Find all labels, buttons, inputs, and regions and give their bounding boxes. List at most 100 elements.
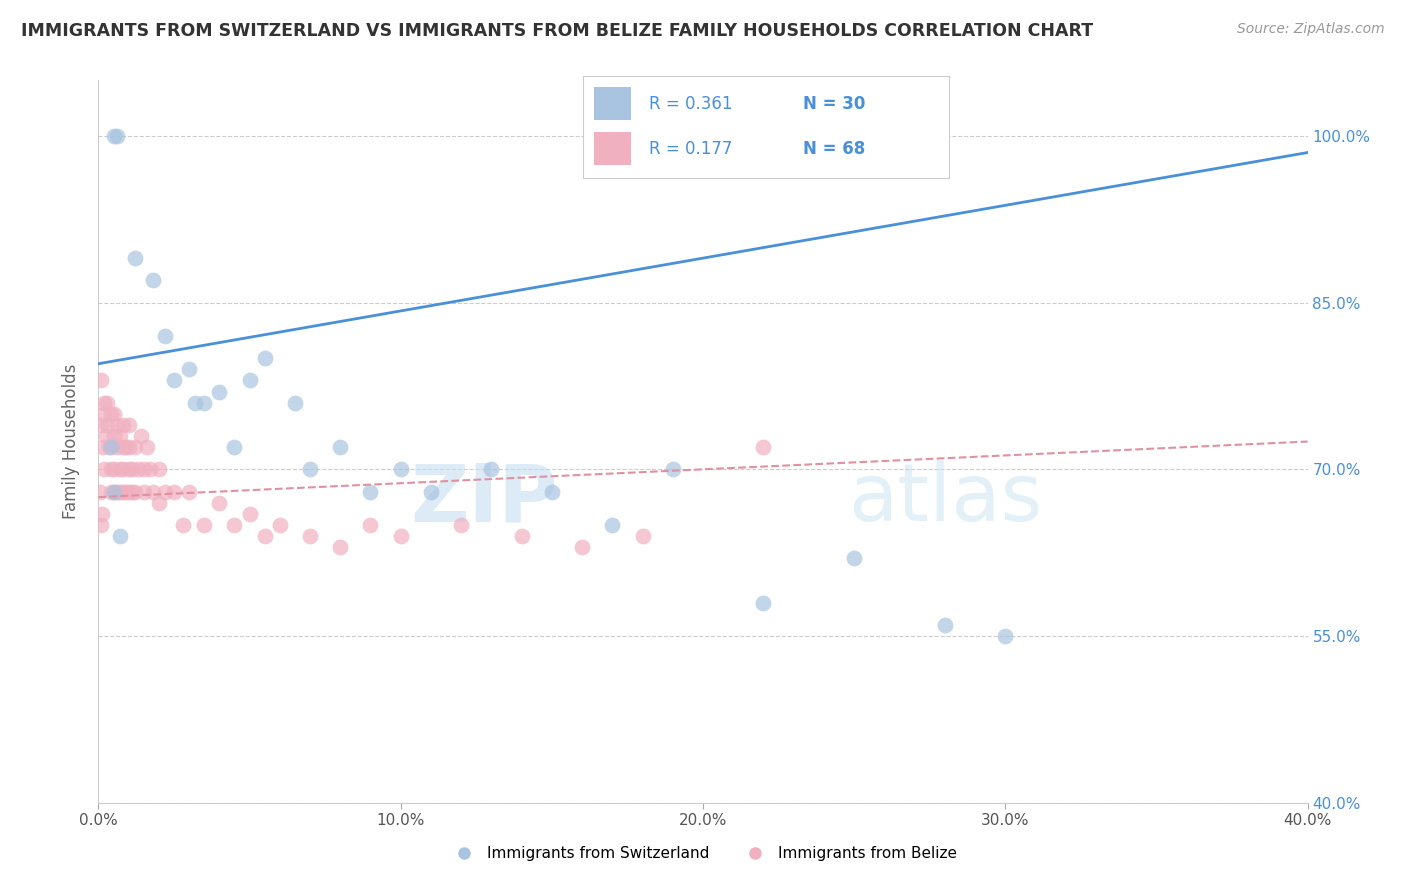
- Point: [103, 484, 125, 499]
- Point: [118, 417, 141, 432]
- Point: [100, 484, 122, 499]
- Point: [481, 462, 503, 476]
- Text: N = 68: N = 68: [803, 140, 865, 158]
- Point: [108, 484, 131, 499]
- Point: [100, 462, 122, 476]
- Point: [90, 517, 112, 532]
- Point: [105, 417, 128, 432]
- Point: [91, 440, 114, 454]
- Point: [132, 462, 155, 476]
- Point: [111, 462, 134, 476]
- Point: [91, 507, 114, 521]
- Point: [142, 484, 165, 499]
- Point: [103, 407, 125, 421]
- Point: [148, 462, 170, 476]
- Point: [108, 462, 131, 476]
- Point: [108, 429, 131, 443]
- Point: [184, 395, 207, 409]
- Point: [108, 529, 131, 543]
- Point: [114, 440, 136, 454]
- Point: [752, 596, 775, 610]
- Point: [540, 484, 562, 499]
- Point: [118, 462, 141, 476]
- Y-axis label: Family Households: Family Households: [62, 364, 80, 519]
- Point: [239, 507, 262, 521]
- Point: [114, 484, 136, 499]
- Point: [111, 440, 134, 454]
- Point: [90, 373, 112, 387]
- Point: [139, 462, 162, 476]
- Point: [163, 484, 186, 499]
- Point: [105, 484, 128, 499]
- Point: [179, 362, 201, 376]
- Point: [389, 462, 412, 476]
- Text: IMMIGRANTS FROM SWITZERLAND VS IMMIGRANTS FROM BELIZE FAMILY HOUSEHOLDS CORRELAT: IMMIGRANTS FROM SWITZERLAND VS IMMIGRANT…: [21, 22, 1094, 40]
- Point: [142, 273, 165, 287]
- Point: [253, 351, 276, 366]
- Point: [103, 484, 125, 499]
- Point: [89, 484, 111, 499]
- Point: [100, 407, 122, 421]
- Point: [124, 440, 146, 454]
- Point: [124, 251, 146, 265]
- Point: [329, 540, 352, 554]
- Point: [179, 484, 201, 499]
- Point: [121, 462, 143, 476]
- Point: [224, 440, 246, 454]
- Point: [239, 373, 262, 387]
- Point: [103, 128, 125, 143]
- Point: [129, 429, 152, 443]
- Point: [450, 517, 472, 532]
- Point: [103, 462, 125, 476]
- Point: [224, 517, 246, 532]
- Point: [94, 429, 117, 443]
- Point: [118, 484, 141, 499]
- Legend: Immigrants from Switzerland, Immigrants from Belize: Immigrants from Switzerland, Immigrants …: [443, 840, 963, 867]
- Point: [193, 395, 215, 409]
- Point: [105, 440, 128, 454]
- Point: [98, 440, 121, 454]
- Point: [118, 440, 141, 454]
- Text: ZIP: ZIP: [411, 460, 558, 539]
- Point: [208, 496, 231, 510]
- Point: [172, 517, 194, 532]
- Point: [602, 517, 624, 532]
- Point: [132, 484, 155, 499]
- Point: [163, 373, 186, 387]
- Point: [299, 462, 322, 476]
- Point: [994, 629, 1017, 643]
- Point: [105, 128, 128, 143]
- Point: [124, 484, 146, 499]
- Point: [127, 462, 149, 476]
- Point: [360, 517, 382, 532]
- Point: [571, 540, 593, 554]
- Text: R = 0.361: R = 0.361: [650, 95, 733, 112]
- Point: [752, 440, 775, 454]
- Point: [934, 618, 956, 632]
- Point: [253, 529, 276, 543]
- Text: N = 30: N = 30: [803, 95, 865, 112]
- Point: [90, 417, 112, 432]
- Point: [93, 407, 115, 421]
- Point: [844, 551, 866, 566]
- Point: [111, 417, 134, 432]
- Bar: [595, 132, 631, 165]
- Text: Source: ZipAtlas.com: Source: ZipAtlas.com: [1237, 22, 1385, 37]
- Point: [360, 484, 382, 499]
- Point: [153, 484, 176, 499]
- Point: [111, 484, 134, 499]
- Point: [299, 529, 322, 543]
- Point: [208, 384, 231, 399]
- Point: [153, 329, 176, 343]
- Point: [103, 429, 125, 443]
- Point: [148, 496, 170, 510]
- Point: [284, 395, 307, 409]
- Point: [193, 517, 215, 532]
- Bar: [595, 87, 631, 120]
- Point: [93, 462, 115, 476]
- Point: [661, 462, 683, 476]
- Point: [269, 517, 291, 532]
- Text: R = 0.177: R = 0.177: [650, 140, 733, 158]
- Point: [96, 417, 118, 432]
- Point: [510, 529, 533, 543]
